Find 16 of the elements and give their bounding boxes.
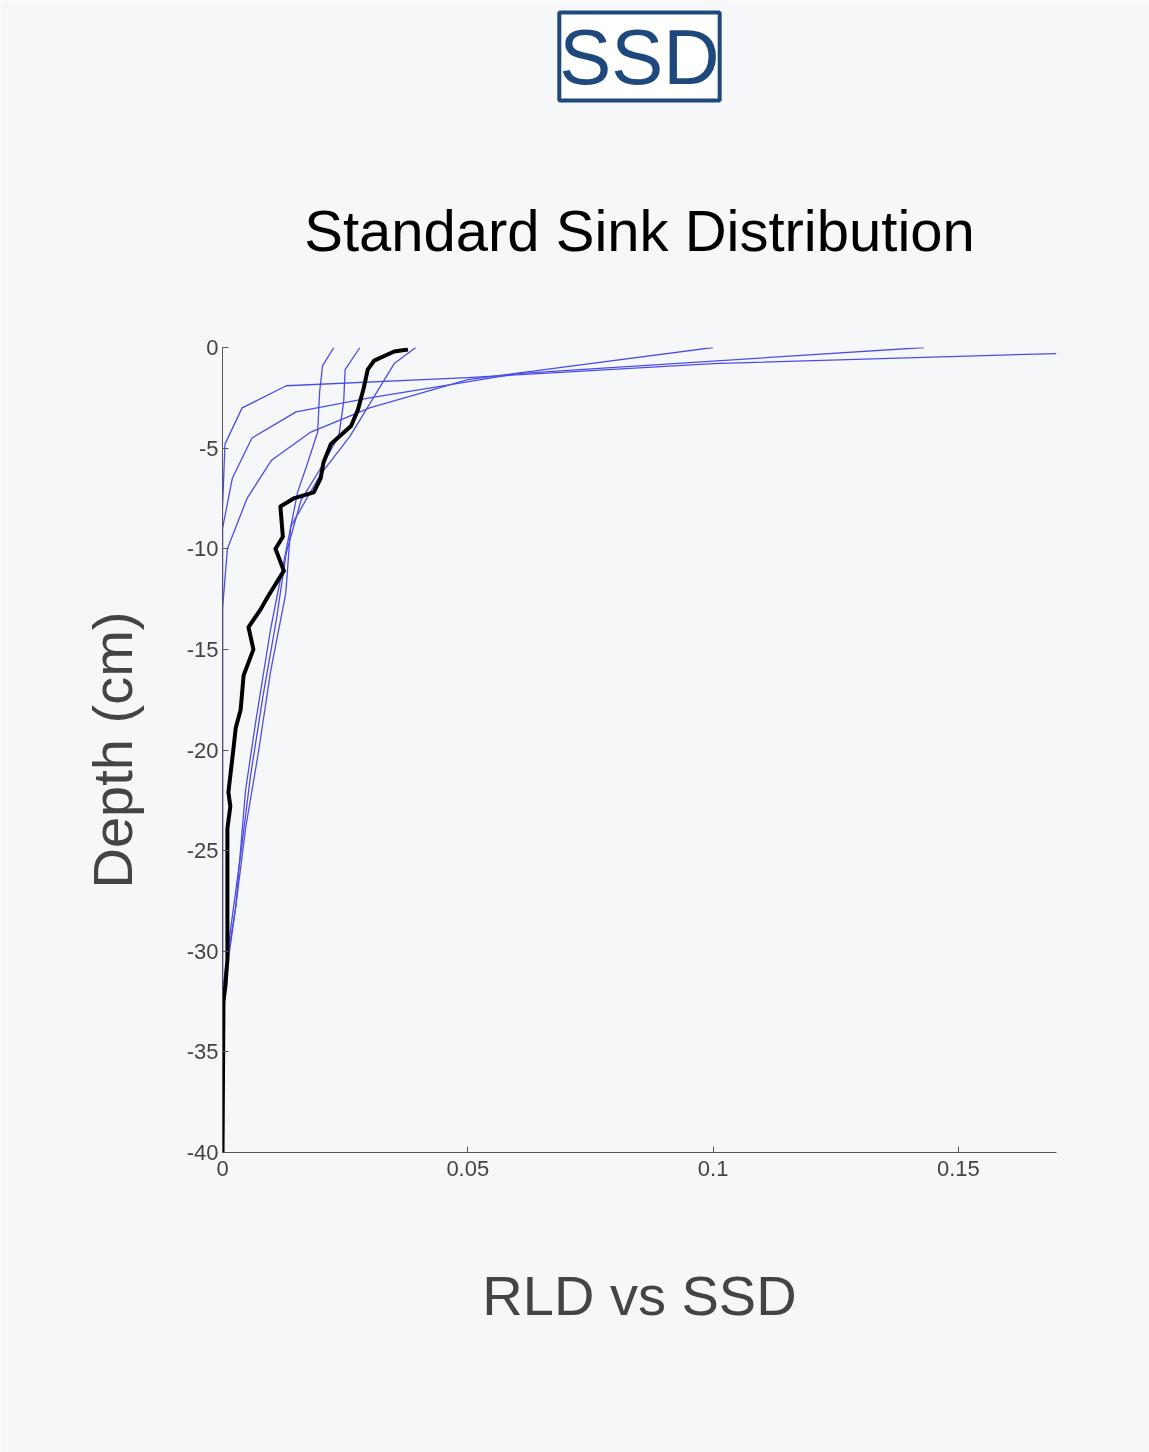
y-tick-label: 0 xyxy=(206,335,219,360)
x-tick-label: 0.1 xyxy=(697,1155,729,1181)
x-tick-label: 0.15 xyxy=(936,1155,980,1181)
y-tick-label: -30 xyxy=(186,938,219,964)
y-tick-label: -5 xyxy=(198,435,219,461)
x-axis-title: RLD vs SSD xyxy=(482,1263,797,1327)
y-tick-label: -40 xyxy=(186,1140,219,1165)
y-tick-label: -15 xyxy=(186,636,219,662)
chart-title: SSD xyxy=(559,12,720,101)
y-tick-label: -25 xyxy=(186,838,219,864)
y-tick-label: -20 xyxy=(186,737,219,763)
y-tick-label: -10 xyxy=(186,536,219,562)
y-axis-title: Depth (cm) xyxy=(80,611,144,889)
chart-subtitle: Standard Sink Distribution xyxy=(304,197,975,263)
y-tick-label: -35 xyxy=(186,1039,219,1065)
x-tick-label: 0.05 xyxy=(446,1155,490,1181)
